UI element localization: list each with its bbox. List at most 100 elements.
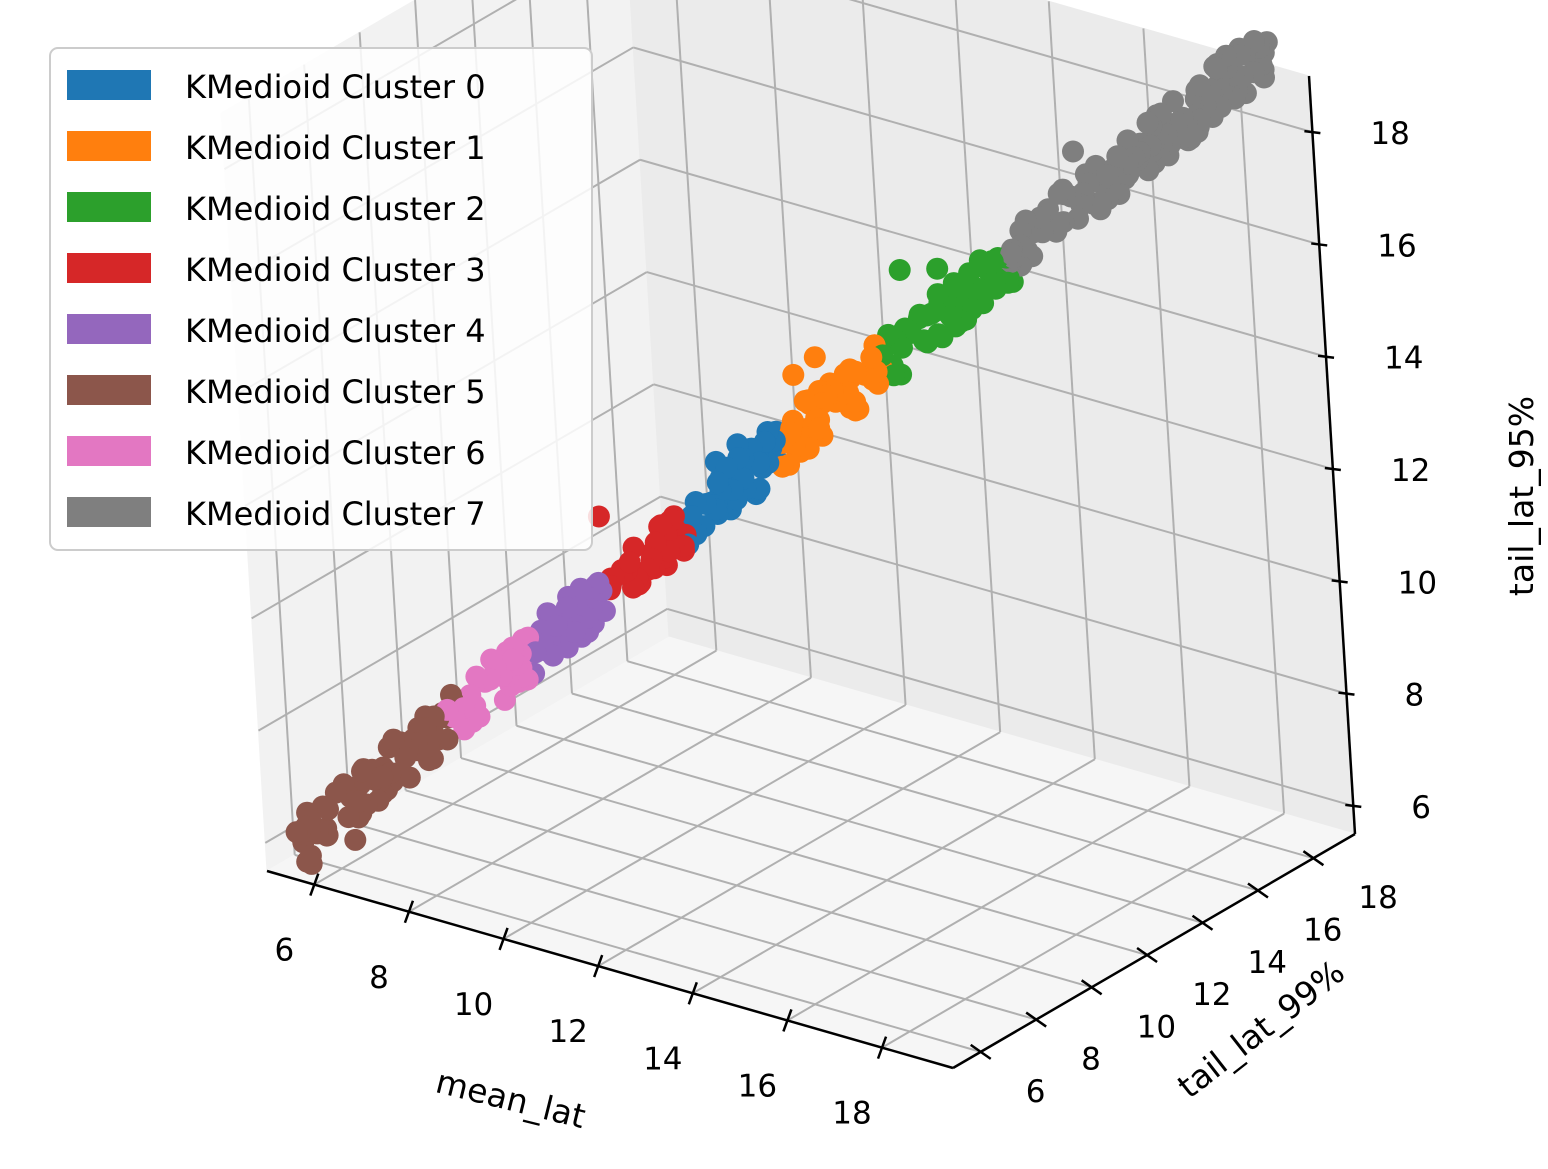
legend-swatch (67, 70, 151, 100)
x-tick (687, 981, 698, 1005)
legend-label: KMedioid Cluster 3 (185, 251, 486, 289)
z-tick-label: 6 (1411, 790, 1431, 826)
grid-line (768, 0, 812, 678)
y-tick (1302, 850, 1325, 867)
legend-label: KMedioid Cluster 0 (185, 68, 486, 106)
grid-line (503, 704, 907, 940)
x-tick (309, 873, 320, 897)
x-tick-label: 14 (643, 1041, 682, 1077)
grid-line (257, 495, 661, 732)
axis-lines (266, 75, 1357, 1070)
z-tick (1304, 129, 1321, 135)
x-tick-label: 6 (274, 933, 294, 969)
z-tick (1331, 579, 1348, 584)
y-tick (1080, 979, 1103, 996)
z-tick-label: 8 (1404, 678, 1424, 714)
x-axis-label: mean_lat (432, 1061, 589, 1136)
data-point (299, 844, 322, 867)
legend-box (49, 47, 593, 551)
data-point (926, 283, 949, 306)
z-tick-label: 12 (1391, 453, 1430, 489)
data-point (382, 728, 405, 751)
z-tick (1311, 242, 1328, 247)
data-point (563, 621, 586, 643)
grid-line (1047, 1, 1096, 760)
legend-label: KMedioid Cluster 2 (185, 190, 486, 228)
x-tick-label: 18 (832, 1096, 871, 1132)
z-tick (1338, 691, 1355, 696)
grid-line (405, 789, 1092, 989)
x-tick-label: 12 (548, 1014, 587, 1050)
legend-label: KMedioid Cluster 7 (185, 495, 486, 533)
grid-line (881, 812, 1285, 1049)
legend-label: KMedioid Cluster 5 (185, 373, 486, 411)
grid-line (571, 692, 1259, 892)
y-tick-label: 8 (1081, 1042, 1101, 1078)
x-tick (876, 1036, 888, 1060)
data-point (803, 346, 826, 369)
data-point (1188, 74, 1211, 97)
data-point (348, 790, 371, 813)
legend-label: KMedioid Cluster 1 (185, 129, 486, 167)
data-point (344, 828, 367, 851)
data-point (351, 760, 373, 783)
data-point (808, 417, 831, 440)
grid-line (786, 785, 1190, 1022)
data-point (324, 781, 347, 804)
y-tick (1136, 947, 1158, 964)
grid-line (294, 853, 982, 1053)
x-tick-label: 16 (738, 1068, 777, 1104)
data-point (888, 259, 911, 281)
data-point (1089, 198, 1112, 221)
grid-line (460, 757, 1148, 956)
grid-line (627, 660, 1314, 860)
data-point (939, 305, 962, 328)
data-point (706, 471, 729, 494)
data-points (285, 30, 1278, 875)
x-tick (403, 900, 415, 924)
y-tick-label: 10 (1137, 1009, 1176, 1045)
legend-swatch (67, 314, 151, 344)
data-point (1051, 178, 1074, 201)
x-axis-line (266, 869, 954, 1070)
legend-label: KMedioid Cluster 4 (185, 312, 486, 350)
legend-swatch (67, 253, 151, 283)
data-point (501, 648, 524, 671)
data-point (465, 665, 488, 688)
y-tick-label: 6 (1026, 1074, 1046, 1110)
y-tick-label: 12 (1192, 977, 1231, 1013)
legend-swatch (67, 192, 151, 222)
data-point (782, 363, 805, 386)
legend-label: KMedioid Cluster 6 (185, 434, 486, 472)
data-point (860, 346, 883, 369)
x-tick-label: 10 (454, 987, 493, 1023)
data-point (587, 505, 610, 528)
z-tick (1317, 354, 1335, 359)
z-tick-label: 14 (1384, 341, 1423, 377)
y-axis-line (952, 832, 1356, 1070)
grid-line (632, 46, 1320, 246)
x-tick-label: 8 (369, 960, 389, 996)
grid-line (954, 0, 1002, 733)
legend-swatch (67, 131, 151, 161)
z-axis-label: tail_lat_95% (1502, 396, 1541, 596)
data-point (1062, 140, 1084, 163)
grid-line (646, 271, 1334, 470)
data-point (285, 821, 308, 844)
grid-line (349, 821, 1037, 1021)
z-axis-line (1307, 75, 1357, 835)
grid-line (692, 758, 1096, 995)
data-point (680, 505, 703, 528)
grid-line (313, 649, 717, 886)
data-point (1000, 242, 1023, 265)
grid-line (653, 383, 1340, 583)
data-point (926, 257, 949, 280)
data-point (915, 304, 938, 327)
data-point (650, 514, 673, 537)
grid-line (516, 724, 1203, 924)
data-point (1106, 145, 1129, 168)
y-tick (1247, 882, 1269, 899)
z-tick-label: 10 (1398, 565, 1437, 601)
data-point (1205, 57, 1228, 80)
